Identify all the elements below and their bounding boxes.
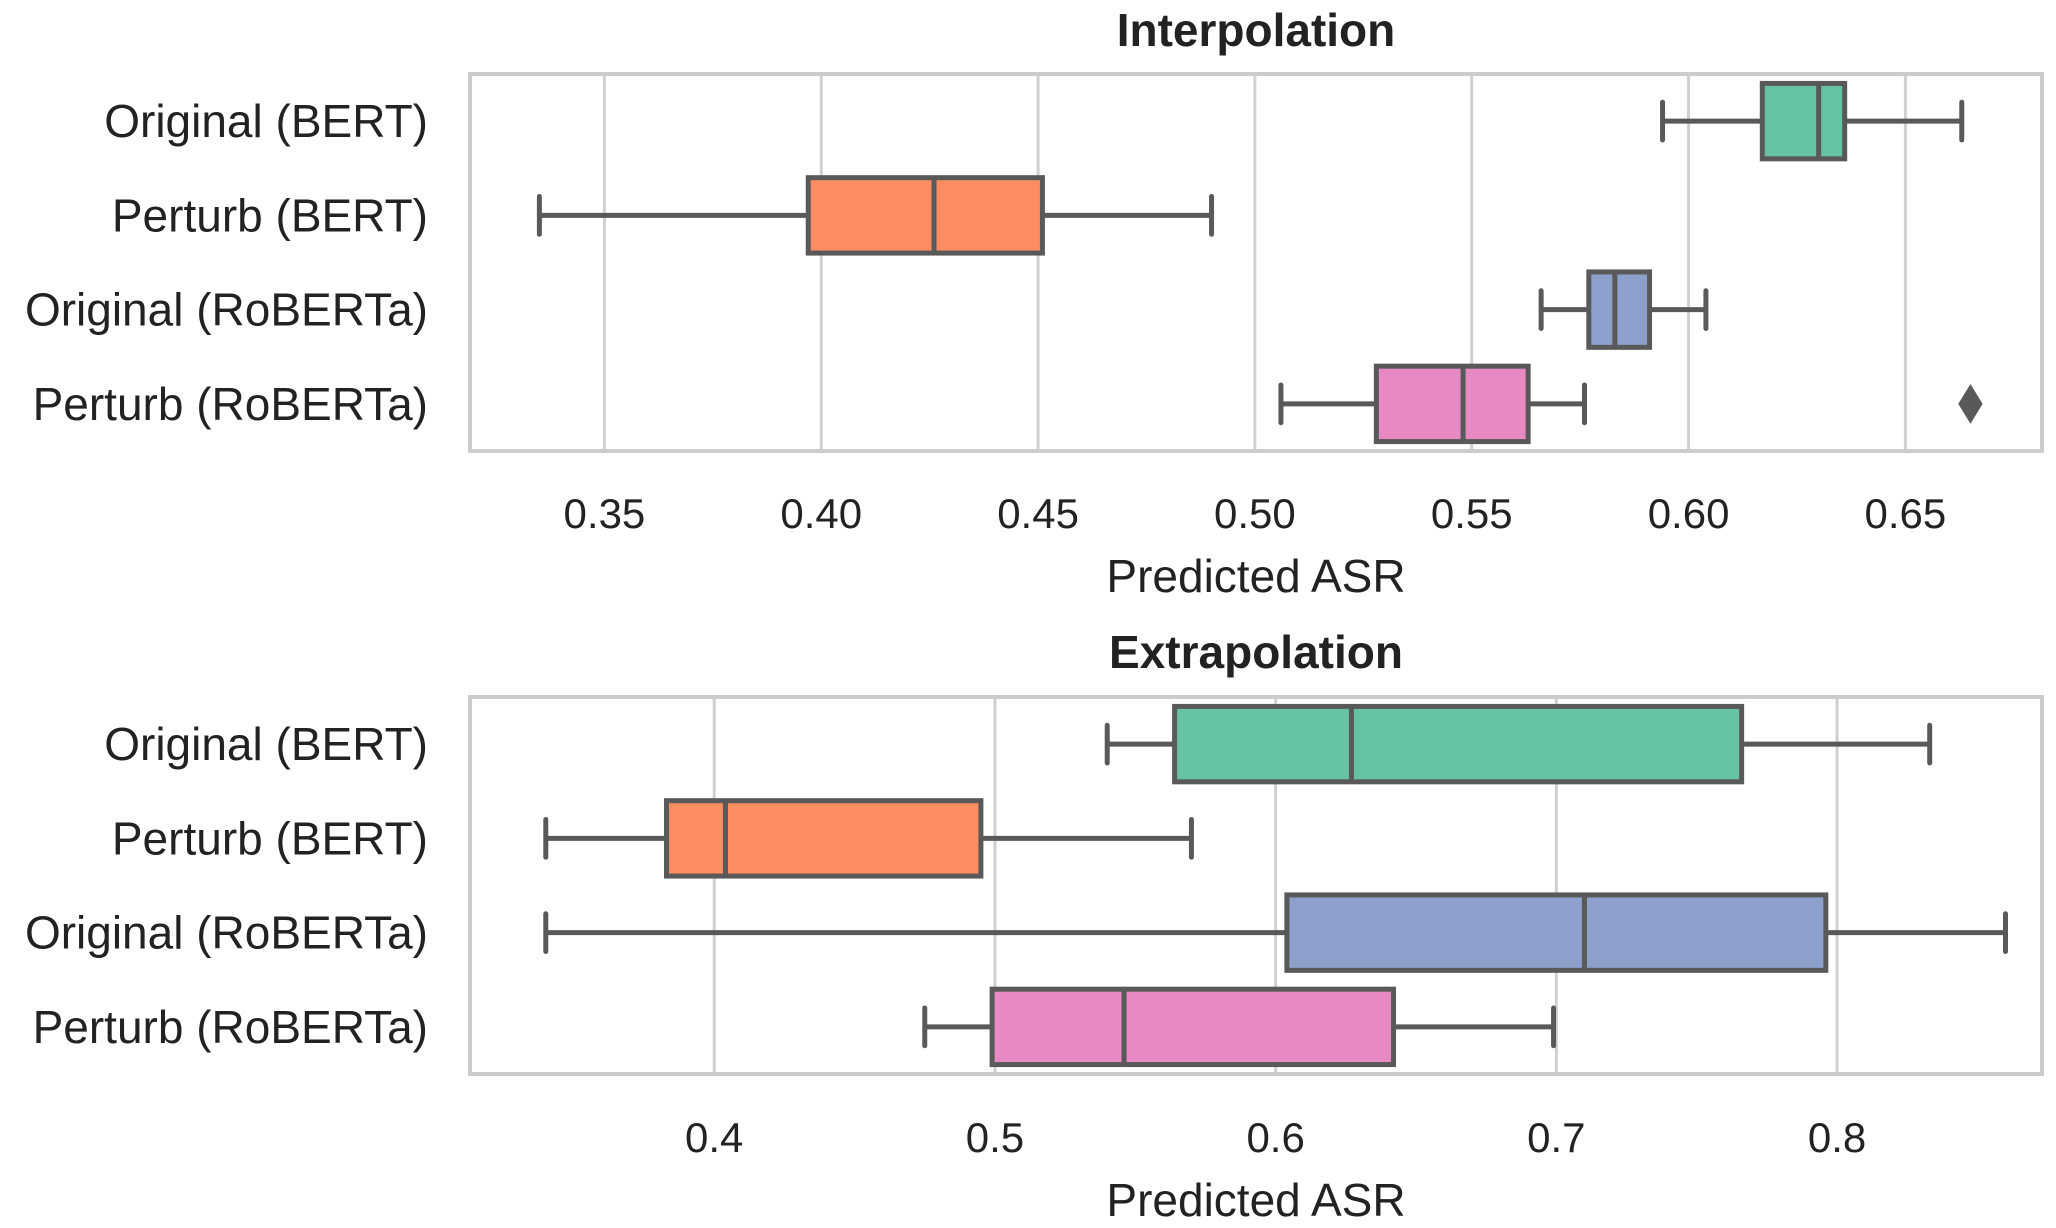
tick-label-interpolation-0: 0.35 (564, 490, 646, 537)
tick-label-interpolation-4: 0.55 (1431, 490, 1513, 537)
box-interpolation-original-roberta (1538, 269, 1709, 350)
box-interpolation-perturb-roberta (1278, 363, 1983, 445)
plot-frame-interpolation (468, 72, 2044, 453)
category-label-extrapolation-perturb-bert: Perturb (BERT) (112, 812, 428, 864)
tick-label-extrapolation-0: 0.4 (685, 1114, 743, 1161)
panel-extrapolation: Original (BERT) Perturb (BERT) Original (R… (25, 626, 2044, 1226)
panel-interpolation: Original (BERT) Perturb (BERT) Original (R… (25, 4, 2044, 602)
category-label-interpolation-original-bert: Original (BERT) (104, 95, 428, 147)
box-extrapolation-perturb-bert (543, 798, 1194, 879)
category-label-interpolation-perturb-bert: Perturb (BERT) (112, 189, 428, 241)
box-body-interpolation-perturb-bert (805, 175, 1045, 256)
tick-label-extrapolation-3: 0.7 (1527, 1114, 1585, 1161)
category-label-extrapolation-perturb-roberta: Perturb (RoBERTa) (33, 1001, 428, 1053)
box-extrapolation-original-roberta (543, 892, 2009, 973)
category-label-interpolation-original-roberta: Original (RoBERTa) (25, 284, 428, 336)
category-label-extrapolation-original-roberta: Original (RoBERTa) (25, 907, 428, 959)
chart-title-interpolation: Interpolation (1117, 4, 1396, 56)
box-interpolation-original-bert (1660, 80, 1965, 162)
outlier-interpolation-perturb-roberta-0 (1958, 383, 1983, 424)
box-body-extrapolation-original-bert (1172, 703, 1745, 785)
tick-label-interpolation-2: 0.45 (997, 490, 1079, 537)
tick-label-extrapolation-4: 0.8 (1808, 1114, 1866, 1161)
category-label-interpolation-perturb-roberta: Perturb (RoBERTa) (33, 378, 428, 430)
chart-title-extrapolation: Extrapolation (1109, 626, 1403, 678)
box-interpolation-perturb-bert (536, 175, 1215, 256)
tick-label-interpolation-5: 0.60 (1648, 490, 1730, 537)
box-extrapolation-perturb-roberta (922, 986, 1557, 1068)
box-body-interpolation-original-bert (1759, 80, 1848, 162)
x-axis-label-extrapolation: Predicted ASR (1106, 1174, 1405, 1223)
plot-frame-extrapolation (468, 695, 2044, 1076)
tick-label-extrapolation-2: 0.6 (1246, 1114, 1304, 1161)
box-body-extrapolation-original-roberta (1284, 892, 1829, 973)
tick-label-interpolation-1: 0.40 (780, 490, 862, 537)
tick-label-interpolation-6: 0.65 (1865, 490, 1947, 537)
box-body-extrapolation-perturb-roberta (989, 986, 1397, 1068)
x-axis-label-interpolation: Predicted ASR (1106, 550, 1405, 602)
tick-label-extrapolation-1: 0.5 (966, 1114, 1024, 1161)
box-body-interpolation-perturb-roberta (1373, 363, 1531, 445)
box-body-interpolation-original-roberta (1586, 269, 1653, 350)
tick-label-interpolation-3: 0.50 (1214, 490, 1296, 537)
box-extrapolation-original-bert (1104, 703, 1933, 785)
box-body-extrapolation-perturb-bert (664, 798, 984, 879)
category-label-extrapolation-original-bert: Original (BERT) (104, 718, 428, 770)
